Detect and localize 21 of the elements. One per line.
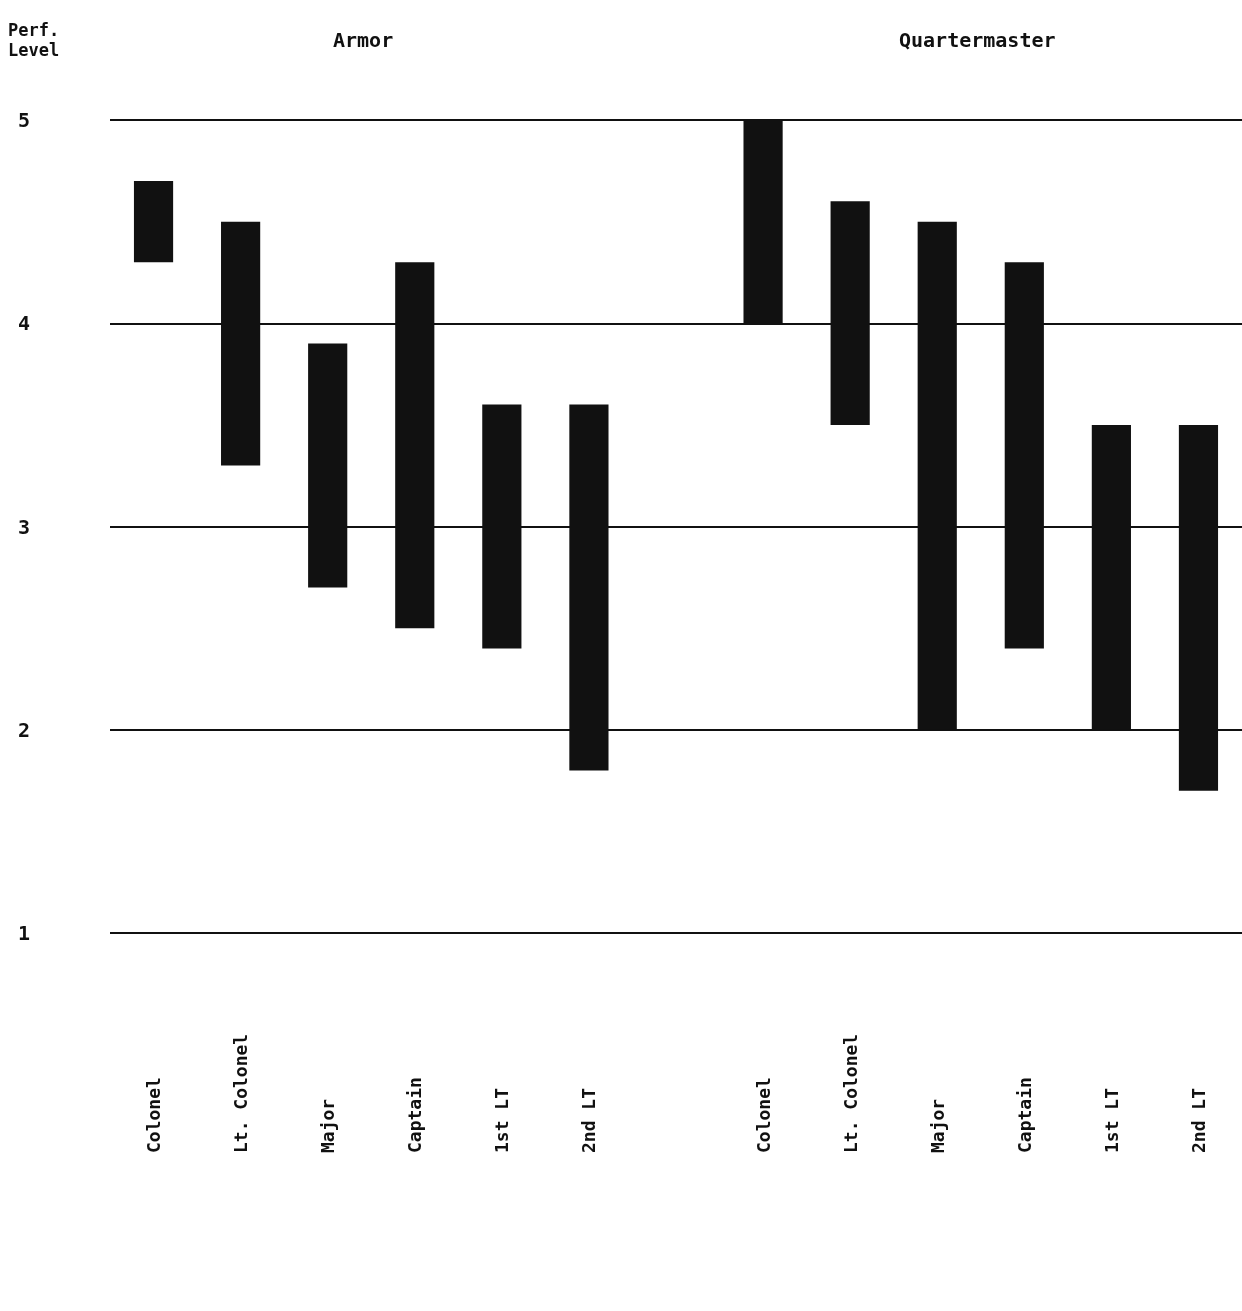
bar — [133, 180, 174, 263]
y-tick-label: 5 — [17, 108, 30, 132]
x-tick-label: 2nd LT — [1187, 1087, 1209, 1153]
x-tick-label: Lt. Colonel — [839, 1033, 861, 1153]
x-tick-label: Lt. Colonel — [230, 1033, 252, 1153]
y-tick-label: 2 — [17, 717, 30, 742]
y-tick-label: 4 — [17, 311, 30, 336]
x-tick-label: Major — [317, 1098, 339, 1153]
text: Quartermaster — [899, 28, 1056, 52]
x-tick-label: Captain — [1013, 1077, 1035, 1153]
x-tick-label: Colonel — [143, 1077, 165, 1153]
x-tick-label: Captain — [404, 1077, 426, 1153]
text: Armor — [333, 28, 394, 52]
x-tick-label: Colonel — [752, 1077, 774, 1153]
x-tick-label: 2nd LT — [578, 1087, 600, 1153]
x-tick-label: 1st LT — [491, 1087, 513, 1153]
x-tick-label: 1st LT — [1100, 1087, 1122, 1153]
y-axis-title: Perf. Level — [8, 20, 70, 60]
x-tick-label: Major — [926, 1098, 948, 1153]
y-tick-label: 1 — [17, 921, 30, 945]
y-tick-label: 3 — [17, 514, 30, 539]
